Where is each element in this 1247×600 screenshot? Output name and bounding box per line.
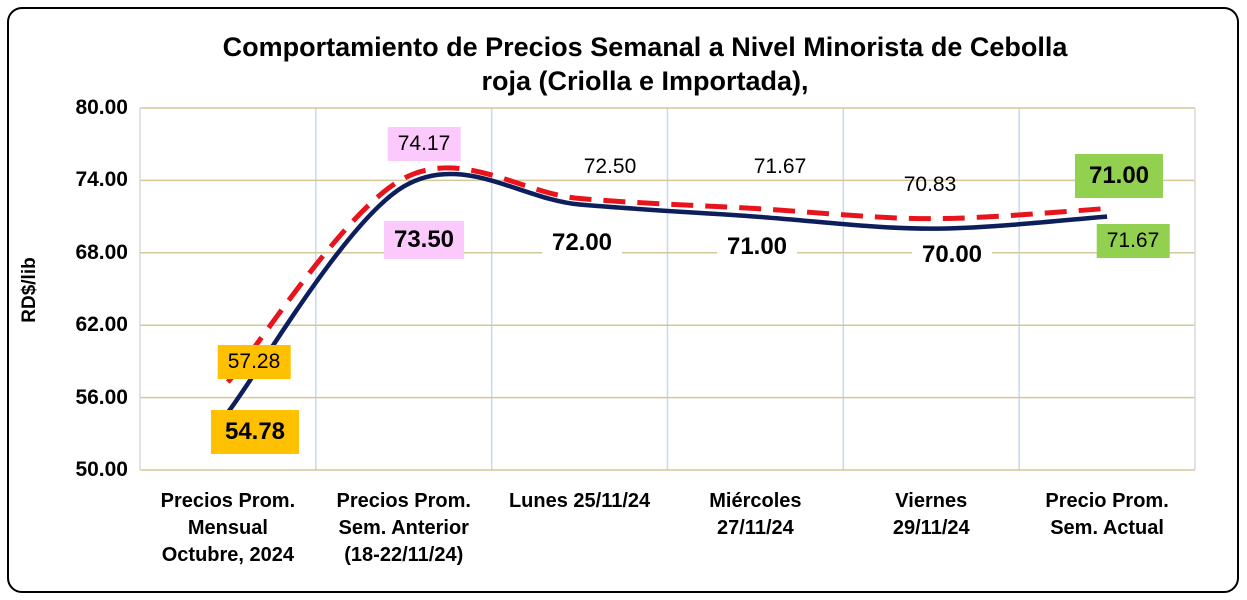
data-label: 71.00	[1074, 154, 1164, 198]
x-tick-label: Precios Prom. Mensual Octubre, 2024	[160, 490, 296, 566]
y-tick-label: 74.00	[75, 168, 128, 192]
line-series	[226, 165, 1108, 384]
x-tick-label: Lunes 25/11/24	[508, 490, 651, 512]
chart-title: Comportamiento de Precios Semanal a Nive…	[222, 32, 1068, 96]
data-label: 74.17	[387, 127, 461, 161]
data-label: 72.50	[583, 155, 637, 178]
data-label: 57.28	[217, 345, 291, 379]
line-series	[226, 171, 1108, 414]
y-axis-label: RD$/lib	[19, 257, 40, 323]
x-tick-label: Precios Prom. Sem. Anterior (18-22/11/24…	[336, 490, 471, 566]
data-label: 72.00	[541, 224, 623, 262]
y-tick-label: 80.00	[75, 96, 128, 119]
y-tick-label: 62.00	[75, 313, 128, 337]
y-tick-label: 50.00	[75, 458, 128, 481]
x-tick-label: Miércoles 27/11/24	[709, 490, 802, 539]
data-label: 71.00	[716, 228, 798, 266]
y-tick-label: 56.00	[75, 385, 128, 409]
data-label: 70.83	[903, 173, 957, 196]
data-label: 71.67	[753, 155, 807, 178]
y-tick-label: 68.00	[75, 240, 128, 264]
data-label: 54.78	[210, 410, 300, 454]
x-tick-label: Precio Prom. Sem. Actual	[1045, 490, 1169, 539]
x-tick-label: Viernes 29/11/24	[892, 490, 970, 539]
data-label: 71.67	[1096, 224, 1170, 258]
data-label: 70.00	[911, 236, 993, 274]
data-label: 73.50	[383, 221, 465, 259]
